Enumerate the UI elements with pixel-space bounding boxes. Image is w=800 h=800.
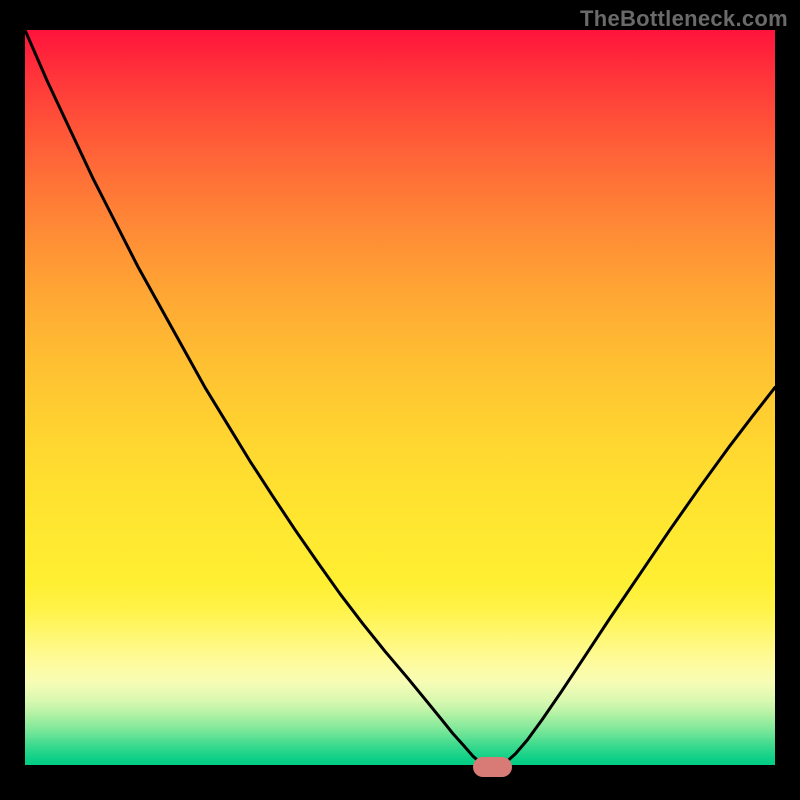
x-axis-baseline	[25, 765, 775, 769]
curve-svg	[0, 0, 800, 800]
bottleneck-curve	[25, 30, 775, 767]
watermark-text: TheBottleneck.com	[580, 6, 788, 32]
plot-area	[0, 0, 800, 800]
bottleneck-chart: { "watermark": { "text": "TheBottleneck.…	[0, 0, 800, 800]
optimal-marker	[473, 757, 512, 776]
